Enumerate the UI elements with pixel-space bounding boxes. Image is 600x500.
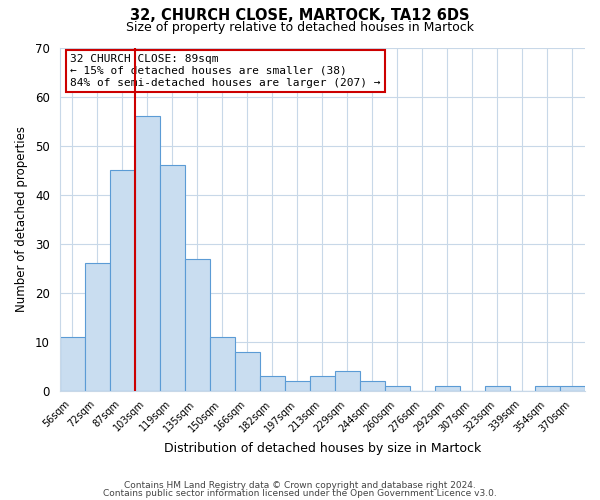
Text: 32 CHURCH CLOSE: 89sqm
← 15% of detached houses are smaller (38)
84% of semi-det: 32 CHURCH CLOSE: 89sqm ← 15% of detached… xyxy=(70,54,380,88)
Bar xyxy=(85,264,110,391)
Bar xyxy=(260,376,285,391)
Bar xyxy=(560,386,585,391)
Bar xyxy=(185,258,209,391)
Bar xyxy=(385,386,410,391)
Bar xyxy=(535,386,560,391)
Bar xyxy=(59,337,85,391)
Text: Contains public sector information licensed under the Open Government Licence v3: Contains public sector information licen… xyxy=(103,488,497,498)
Bar xyxy=(134,116,160,391)
Bar xyxy=(310,376,335,391)
Bar xyxy=(335,372,360,391)
Bar xyxy=(285,382,310,391)
Bar xyxy=(485,386,510,391)
Y-axis label: Number of detached properties: Number of detached properties xyxy=(15,126,28,312)
Text: Size of property relative to detached houses in Martock: Size of property relative to detached ho… xyxy=(126,21,474,34)
Bar xyxy=(160,166,185,391)
Bar xyxy=(110,170,134,391)
X-axis label: Distribution of detached houses by size in Martock: Distribution of detached houses by size … xyxy=(164,442,481,455)
Bar xyxy=(435,386,460,391)
Text: Contains HM Land Registry data © Crown copyright and database right 2024.: Contains HM Land Registry data © Crown c… xyxy=(124,481,476,490)
Bar xyxy=(360,382,385,391)
Text: 32, CHURCH CLOSE, MARTOCK, TA12 6DS: 32, CHURCH CLOSE, MARTOCK, TA12 6DS xyxy=(130,8,470,22)
Bar xyxy=(235,352,260,391)
Bar xyxy=(209,337,235,391)
